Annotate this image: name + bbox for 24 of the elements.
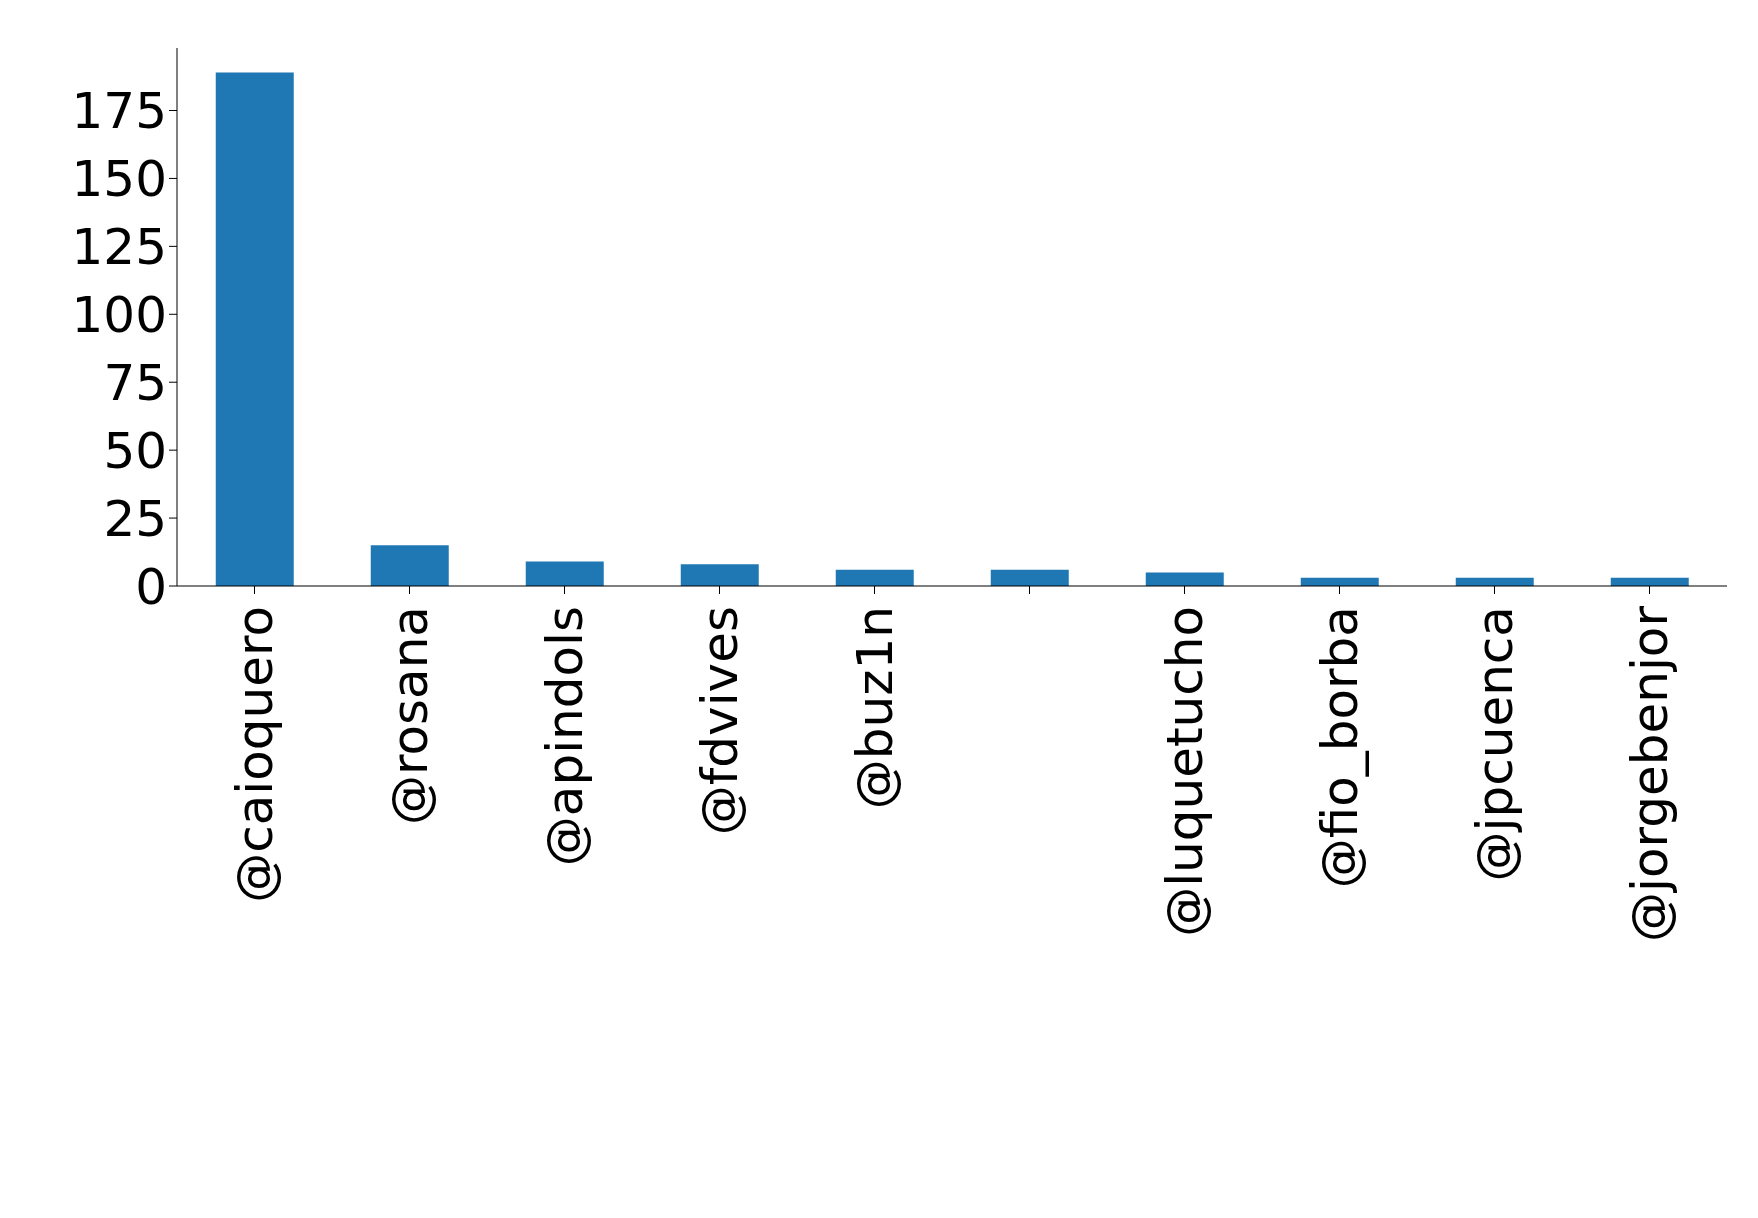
x-tick-label: @luquetucho [1155, 606, 1214, 937]
y-tick-label: 50 [103, 421, 167, 480]
x-tick-label: @fdvives [690, 606, 749, 836]
x-tick-label: @jorgebenjor [1620, 605, 1679, 942]
y-tick-label: 0 [135, 557, 167, 616]
x-tick-label: @fio_borba [1310, 606, 1369, 889]
bar [680, 564, 759, 586]
y-tick-label: 100 [71, 286, 167, 345]
x-tick-label: @rosana [380, 606, 439, 826]
y-tick-label: 75 [103, 353, 167, 412]
x-tick-label: @jpcuenca [1465, 606, 1524, 882]
x-tick-label: @caioquero [225, 606, 284, 903]
x-tick-label: @apindols [535, 606, 594, 867]
bar [525, 561, 604, 586]
bar [835, 569, 914, 586]
bar [1145, 572, 1224, 586]
y-tick-label: 125 [71, 218, 167, 277]
bar [370, 545, 449, 586]
y-tick-label: 175 [71, 82, 167, 141]
y-tick-label: 150 [71, 150, 167, 209]
x-tick-label: @buz1n [845, 606, 904, 810]
bar [215, 72, 294, 586]
y-tick-label: 25 [103, 489, 167, 548]
bar [990, 569, 1069, 586]
